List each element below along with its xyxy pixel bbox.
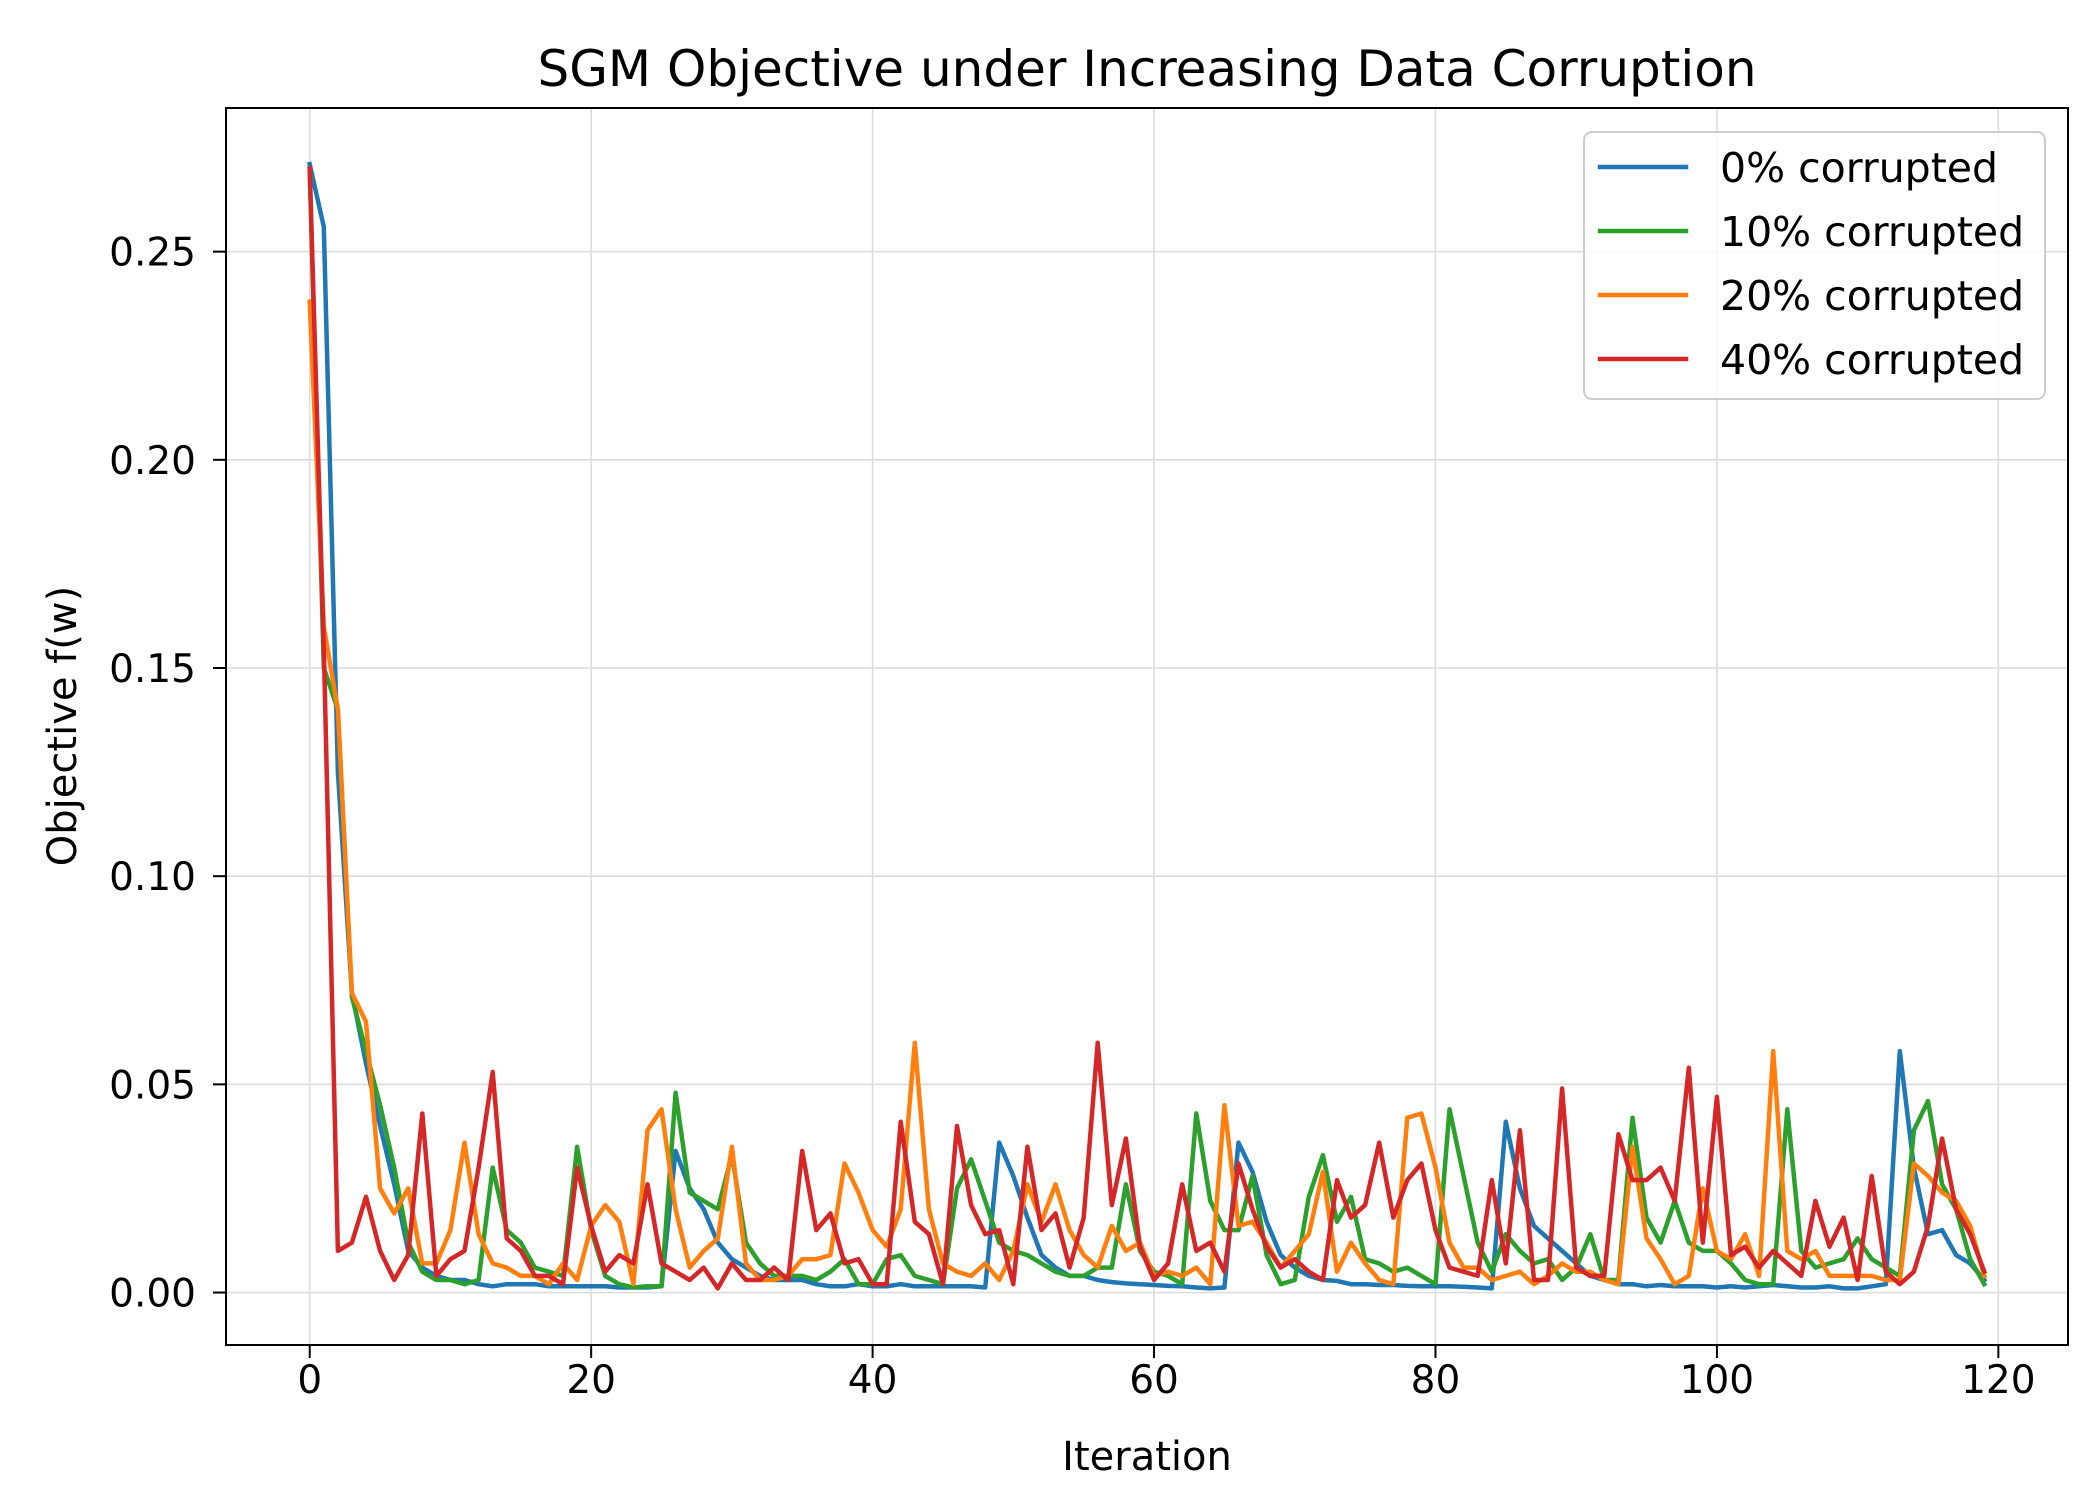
- legend-entry: 0% corrupted: [1597, 144, 1998, 192]
- y-tick-label: 0.20: [109, 439, 196, 484]
- x-tick-label: 80: [1411, 1358, 1461, 1403]
- legend-entry: 40% corrupted: [1597, 336, 2024, 384]
- plot-grid: [226, 108, 2068, 1345]
- x-tick-label: 120: [1961, 1358, 2035, 1403]
- y-tick-label: 0.25: [109, 231, 196, 276]
- y-tick-label: 0.15: [109, 647, 196, 692]
- x-tick-label: 0: [297, 1358, 322, 1403]
- legend-entry: 20% corrupted: [1597, 272, 2024, 320]
- series-line-0pct-corrupted: [307, 161, 1988, 1291]
- y-axis-label: Objective f(w): [40, 586, 86, 866]
- x-axis-label: Iteration: [1062, 1434, 1232, 1480]
- legend-box: [1583, 131, 2046, 400]
- axis-ticks: 0 20 40 60 80 100 120 0.00 0.05 0.10 0.15 0.20 0.25: [109, 231, 2035, 1403]
- y-tick-label: 0.10: [109, 855, 196, 900]
- legend-label: 0% corrupted: [1720, 144, 1998, 192]
- legend-label: 10% corrupted: [1720, 208, 2024, 256]
- x-tick-label: 60: [1129, 1358, 1179, 1403]
- x-tick-label: 20: [566, 1358, 616, 1403]
- legend-label: 40% corrupted: [1720, 336, 2024, 384]
- series-lines: [307, 161, 1988, 1291]
- plot-frame: [225, 107, 2069, 1346]
- y-tick-label: 0.00: [109, 1272, 196, 1317]
- legend-entry: 10% corrupted: [1597, 208, 2024, 256]
- legend-label: 20% corrupted: [1720, 272, 2024, 320]
- chart-title: SGM Objective under Increasing Data Corr…: [537, 40, 1756, 98]
- x-tick-label: 100: [1680, 1358, 1754, 1403]
- legend: 0% corrupted 10% corrupted 20% corrupted…: [1583, 131, 2046, 400]
- y-tick-label: 0.05: [109, 1063, 196, 1108]
- x-tick-label: 40: [848, 1358, 898, 1403]
- series-line-40pct-corrupted: [307, 166, 1988, 1291]
